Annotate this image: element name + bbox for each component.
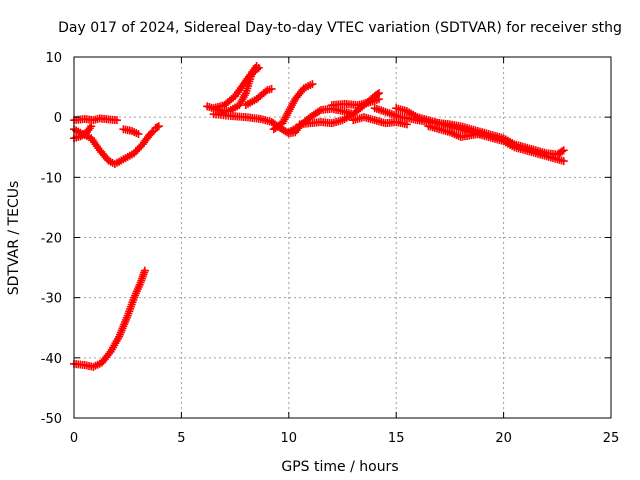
y-tick-label: -40 <box>41 352 62 367</box>
y-tick-label: -20 <box>41 232 62 247</box>
data-point <box>559 146 568 155</box>
series-track-r <box>349 113 411 129</box>
data-point <box>375 95 384 104</box>
series-track-f <box>151 122 163 132</box>
data-point <box>87 122 96 131</box>
series-track-h <box>209 63 263 113</box>
x-axis-ticks: 0 5 10 15 20 25 <box>70 57 619 446</box>
data-point <box>112 116 121 125</box>
data-point <box>254 63 263 72</box>
data-point <box>154 122 163 131</box>
series-track-e <box>119 125 143 139</box>
series-track-j <box>241 84 276 110</box>
x-tick-label: 20 <box>495 431 512 446</box>
data-point <box>478 129 487 138</box>
data-point <box>153 123 162 132</box>
chart-title: Day 017 of 2024, Sidereal Day-to-day VTE… <box>58 20 622 36</box>
data-point <box>558 147 567 156</box>
data-point <box>148 128 157 137</box>
x-tick-label: 15 <box>388 431 405 446</box>
data-point <box>267 84 276 93</box>
x-tick-label: 25 <box>603 431 620 446</box>
data-series <box>70 62 568 371</box>
series-track-b <box>70 125 158 169</box>
data-point <box>253 65 262 74</box>
x-tick-label: 5 <box>177 431 185 446</box>
data-point <box>134 130 143 139</box>
x-axis-label: GPS time / hours <box>281 459 398 475</box>
series-track-k <box>269 80 317 134</box>
y-tick-label: -30 <box>41 292 62 307</box>
series-track-c <box>70 114 121 125</box>
data-point <box>140 266 149 275</box>
data-point <box>402 120 411 129</box>
y-tick-label: -10 <box>41 171 62 186</box>
y-tick-label: 10 <box>45 51 62 66</box>
y-tick-label: 0 <box>54 111 62 126</box>
series-track-q <box>424 122 487 142</box>
data-point <box>559 157 568 166</box>
data-point <box>308 80 317 89</box>
series-track-p <box>392 104 568 159</box>
series-track-d <box>70 122 96 143</box>
series-track-n <box>327 95 384 110</box>
y-tick-label: -50 <box>41 412 62 427</box>
x-tick-label: 0 <box>70 431 78 446</box>
y-axis-label: SDTVAR / TECUs <box>6 181 22 296</box>
x-tick-label: 10 <box>281 431 298 446</box>
series-track-a <box>70 266 149 371</box>
y-axis-ticks: -50 -40 -30 -20 -10 0 10 <box>41 51 611 427</box>
data-point <box>315 107 324 116</box>
